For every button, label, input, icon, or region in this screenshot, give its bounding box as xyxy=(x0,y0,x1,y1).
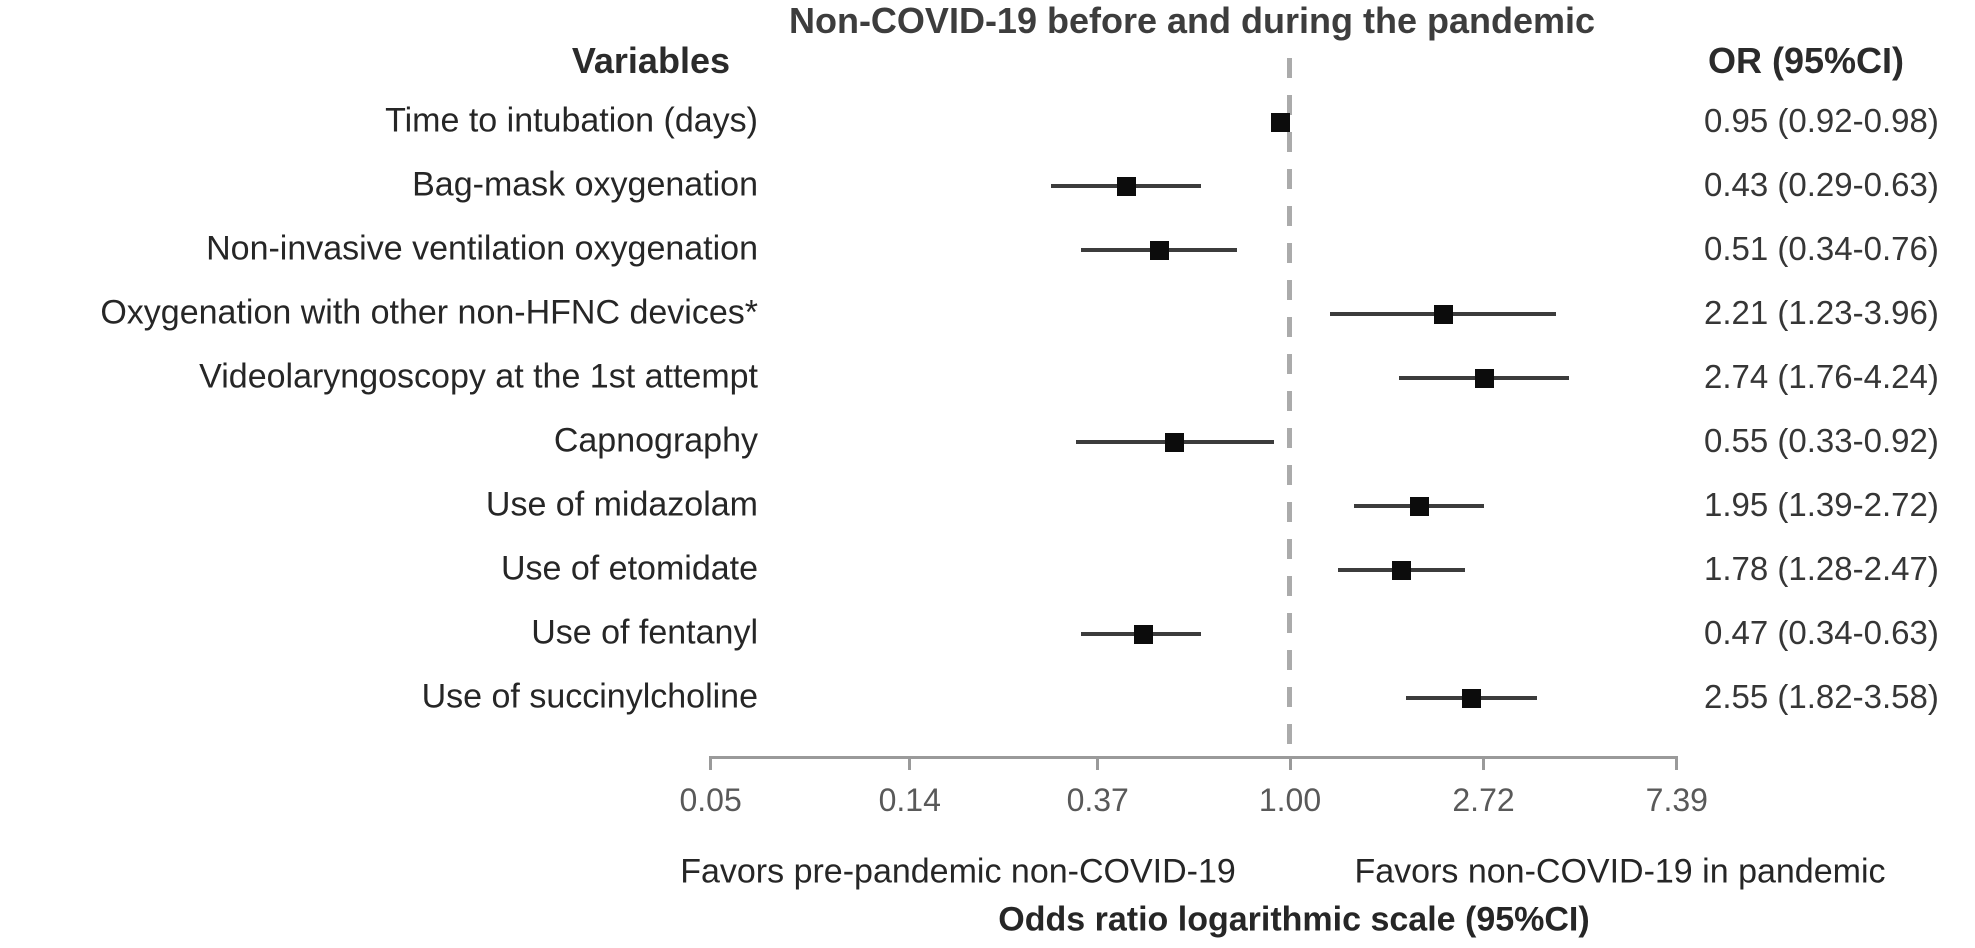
x-axis-tick xyxy=(1288,756,1292,770)
reference-line-or-1 xyxy=(1287,58,1292,756)
or-point-marker xyxy=(1270,112,1290,132)
or-ci-value: 0.43 (0.29-0.63) xyxy=(1704,166,1939,204)
x-axis-tick-label: 7.39 xyxy=(1645,782,1708,818)
x-axis-line xyxy=(710,756,1677,759)
x-axis-tick xyxy=(709,756,713,770)
or-point-marker xyxy=(1164,432,1184,452)
x-axis-tick-label: 0.37 xyxy=(1066,782,1129,818)
row-label: Use of fentanyl xyxy=(531,613,758,652)
or-point-marker xyxy=(1433,304,1453,324)
x-axis-tick-label: 2.72 xyxy=(1452,782,1515,818)
row-label: Use of etomidate xyxy=(500,549,758,588)
or-ci-value: 1.78 (1.28-2.47) xyxy=(1704,550,1939,588)
or-ci-value: 0.51 (0.34-0.76) xyxy=(1704,230,1939,268)
row-label: Capnography xyxy=(553,421,758,460)
or-point-marker xyxy=(1150,240,1170,260)
or-ci-value: 1.95 (1.39-2.72) xyxy=(1704,486,1939,524)
variables-column-header: Variables xyxy=(571,40,730,81)
x-axis-tick xyxy=(908,756,912,770)
or-ci-value: 2.74 (1.76-4.24) xyxy=(1704,358,1939,396)
x-axis-tick-label: 0.05 xyxy=(679,782,742,818)
x-axis-tick-label: 1.00 xyxy=(1258,782,1322,818)
or-ci-value: 0.47 (0.34-0.63) xyxy=(1704,614,1939,652)
x-axis-tick xyxy=(1482,756,1486,770)
or-ci-value: 2.55 (1.82-3.58) xyxy=(1704,678,1939,716)
favors-left-label: Favors pre-pandemic non-COVID-19 xyxy=(680,852,1236,891)
row-label: Time to intubation (days) xyxy=(385,101,758,140)
x-axis-tick xyxy=(1096,756,1100,770)
x-axis-tick xyxy=(1675,756,1679,770)
favors-right-label: Favors non-COVID-19 in pandemic xyxy=(1354,852,1886,891)
or-point-marker xyxy=(1461,688,1481,708)
x-axis-title: Odds ratio logarithmic scale (95%CI) xyxy=(998,900,1590,939)
row-label: Bag-mask oxygenation xyxy=(412,165,758,204)
or-ci-value: 0.95 (0.92-0.98) xyxy=(1704,102,1939,140)
or-ci-value: 0.55 (0.33-0.92) xyxy=(1704,422,1939,460)
x-axis-tick-label: 0.14 xyxy=(878,782,941,818)
or-column-header: OR (95%CI) xyxy=(1708,40,1905,81)
row-label: Use of midazolam xyxy=(485,485,758,524)
or-point-marker xyxy=(1409,496,1429,516)
or-point-marker xyxy=(1475,368,1495,388)
or-point-marker xyxy=(1134,624,1154,644)
or-point-marker xyxy=(1392,560,1412,580)
row-label: Non-invasive ventilation oxygenation xyxy=(206,229,758,268)
chart-title: Non-COVID-19 before and during the pande… xyxy=(788,0,1596,41)
row-label: Oxygenation with other non-HFNC devices* xyxy=(100,293,758,332)
or-ci-value: 2.21 (1.23-3.96) xyxy=(1704,294,1939,332)
row-label: Use of succinylcholine xyxy=(421,677,758,716)
row-label: Videolaryngoscopy at the 1st attempt xyxy=(199,357,758,396)
or-point-marker xyxy=(1117,176,1137,196)
